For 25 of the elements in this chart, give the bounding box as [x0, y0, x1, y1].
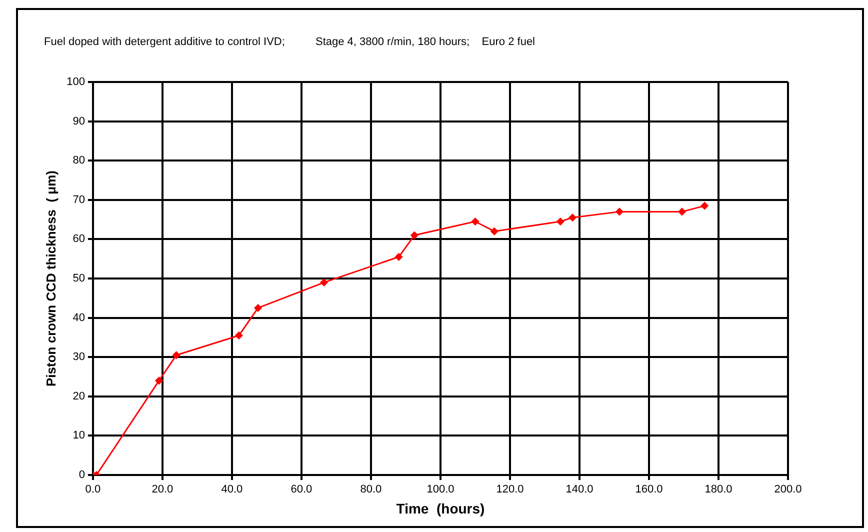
- x-tick-label: 120.0: [496, 484, 524, 496]
- chart-title: Fuel doped with detergent additive to control IVD; Stage 4, 3800 r/min, 180 hours; Euro 2 fuel: [44, 36, 536, 48]
- y-tick-label: 70: [72, 194, 85, 206]
- x-tick-label: 100.0: [426, 484, 454, 496]
- y-tick-label: 60: [72, 233, 85, 246]
- y-tick-label: 90: [72, 115, 85, 128]
- x-tick-label: 0.0: [85, 484, 101, 496]
- x-axis-title: Time (hours): [396, 500, 485, 516]
- x-tick-label: 200.0: [774, 484, 802, 496]
- x-tick-label: 140.0: [566, 484, 594, 496]
- x-tick-label: 60.0: [290, 484, 312, 496]
- y-tick-label: 0: [78, 469, 85, 482]
- y-tick-label: 40: [72, 312, 85, 324]
- x-tick-label: 80.0: [360, 484, 382, 496]
- x-tick-label: 40.0: [221, 484, 243, 496]
- y-tick-label: 100: [66, 76, 85, 88]
- y-tick-label: 30: [72, 351, 85, 364]
- x-tick-label: 20.0: [152, 484, 174, 496]
- y-tick-label: 10: [72, 430, 85, 442]
- x-tick-label: 160.0: [635, 484, 663, 496]
- x-tick-label: 180.0: [704, 484, 732, 496]
- y-tick-label: 80: [72, 154, 85, 167]
- y-tick-label: 50: [72, 272, 85, 285]
- y-tick-label: 20: [72, 390, 85, 402]
- y-axis-title: Piston crown CCD thickness ( μm): [43, 170, 58, 386]
